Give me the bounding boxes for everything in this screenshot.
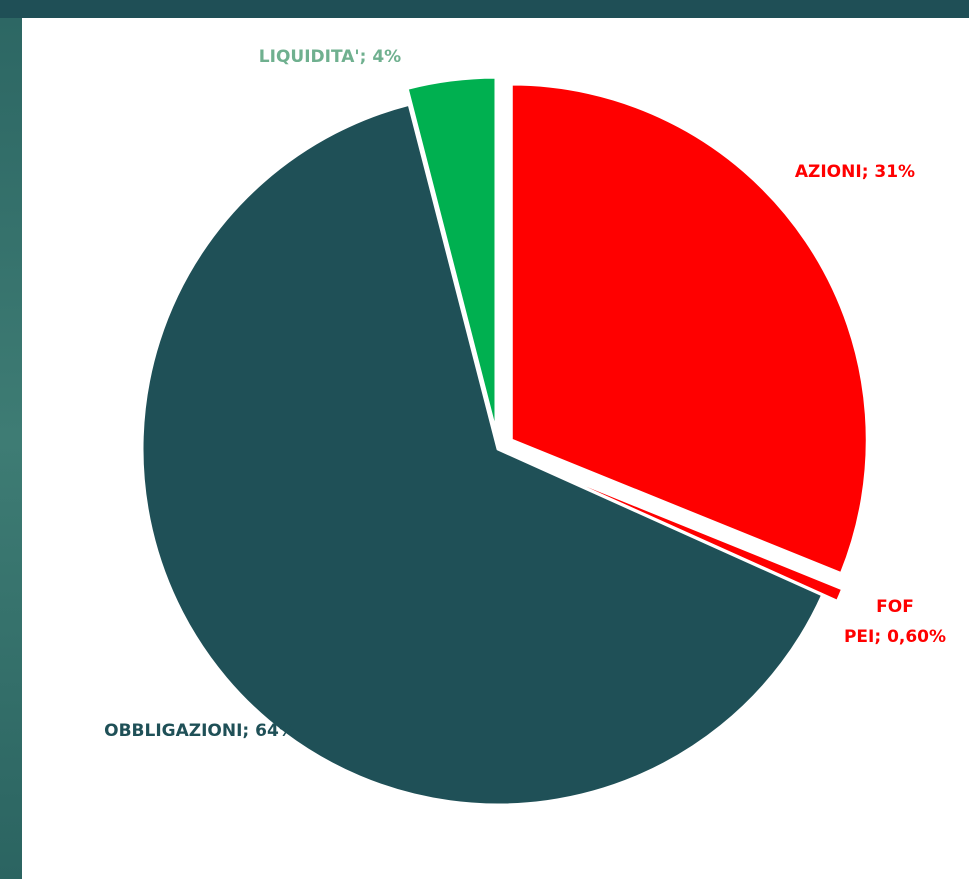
data-label-line: PEI; 0,60% <box>844 627 946 647</box>
data-label: FOF PEI; 0,60% <box>844 597 946 647</box>
pie-slice <box>140 102 825 807</box>
pie: AZIONI; 31% FOF PEI; 0,60% OBBLIGAZIONI; 64… <box>104 47 946 807</box>
data-label: OBBLIGAZIONI; 64% <box>104 721 296 741</box>
data-label: AZIONI; 31% <box>795 162 915 182</box>
top-band <box>0 0 969 18</box>
pie-slice <box>509 82 869 576</box>
data-label-line: FOF <box>876 597 914 617</box>
side-band <box>0 0 22 879</box>
data-label: LIQUIDITA'; 4% <box>259 47 401 67</box>
pie-slice <box>405 75 498 435</box>
